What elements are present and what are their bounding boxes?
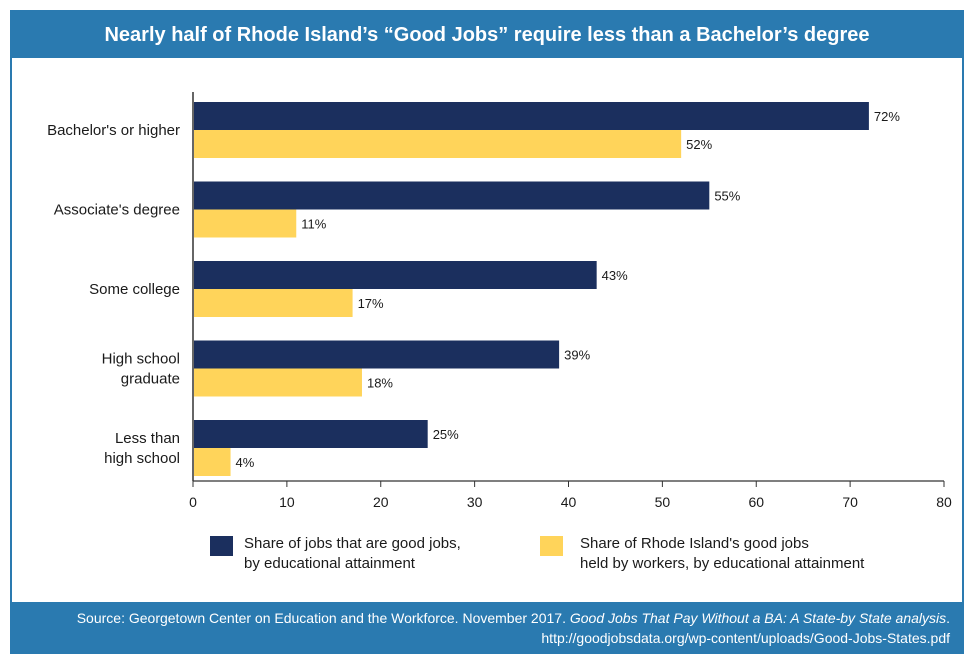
bar-series2-1 [194, 209, 297, 238]
bar-series1-1 [194, 181, 710, 210]
category-label: Less than [115, 430, 180, 447]
x-tick-label: 40 [561, 494, 577, 510]
legend-swatch-2 [540, 536, 563, 556]
source-prefix: Source: Georgetown Center on Education a… [76, 610, 570, 626]
chart-title: Nearly half of Rhode Island’s “Good Jobs… [12, 12, 962, 58]
x-tick-label: 20 [373, 494, 389, 510]
x-tick-label: 80 [936, 494, 952, 510]
bar-series2-2 [194, 289, 353, 317]
legend-label: held by workers, by educational attainme… [580, 555, 865, 572]
bar-series1-0 [194, 102, 869, 130]
legend-label: Share of Rhode Island's good jobs [580, 535, 809, 552]
x-tick-label: 50 [655, 494, 671, 510]
source-title: Good Jobs That Pay Without a BA: A State… [569, 610, 947, 626]
bar-series2-0 [194, 130, 682, 158]
bar-series1-4 [194, 420, 428, 448]
legend-label: by educational attainment [244, 555, 416, 572]
bar-series2-3 [194, 368, 362, 397]
data-label: 25% [433, 427, 459, 442]
bar-series1-3 [194, 340, 560, 369]
data-label: 72% [874, 109, 900, 124]
data-label: 4% [236, 455, 255, 470]
bar-series1-2 [194, 261, 597, 289]
source-url[interactable]: http://goodjobsdata.org/wp-content/uploa… [541, 630, 950, 646]
x-tick-label: 30 [467, 494, 483, 510]
data-label: 17% [358, 296, 384, 311]
x-tick-label: 60 [748, 494, 764, 510]
data-label: 43% [602, 268, 628, 283]
data-label: 11% [301, 217, 326, 232]
source-suffix: . [946, 610, 950, 626]
legend-swatch-1 [210, 536, 233, 556]
category-label: Associate's degree [54, 202, 180, 219]
x-tick-label: 70 [842, 494, 858, 510]
data-label: 52% [686, 137, 712, 152]
category-label: Bachelor's or higher [47, 122, 180, 139]
chart-frame: Nearly half of Rhode Island’s “Good Jobs… [10, 10, 964, 654]
bar-series2-4 [194, 448, 231, 476]
category-label: Some college [89, 281, 180, 298]
legend-label: Share of jobs that are good jobs, [244, 535, 461, 552]
data-label: 55% [714, 189, 740, 204]
category-label: High school [102, 351, 180, 368]
source-citation: Source: Georgetown Center on Education a… [12, 608, 950, 628]
category-label: high school [104, 450, 180, 467]
data-label: 18% [367, 376, 393, 391]
x-tick-label: 10 [279, 494, 295, 510]
category-label: graduate [121, 371, 180, 388]
source-note: Source: Georgetown Center on Education a… [12, 602, 962, 652]
bar-chart: 0 10 20 30 40 50 60 70 80 72% 52% Bachelor's or hig… [47, 92, 952, 572]
data-label: 39% [564, 348, 590, 363]
x-tick-label: 0 [189, 494, 197, 510]
